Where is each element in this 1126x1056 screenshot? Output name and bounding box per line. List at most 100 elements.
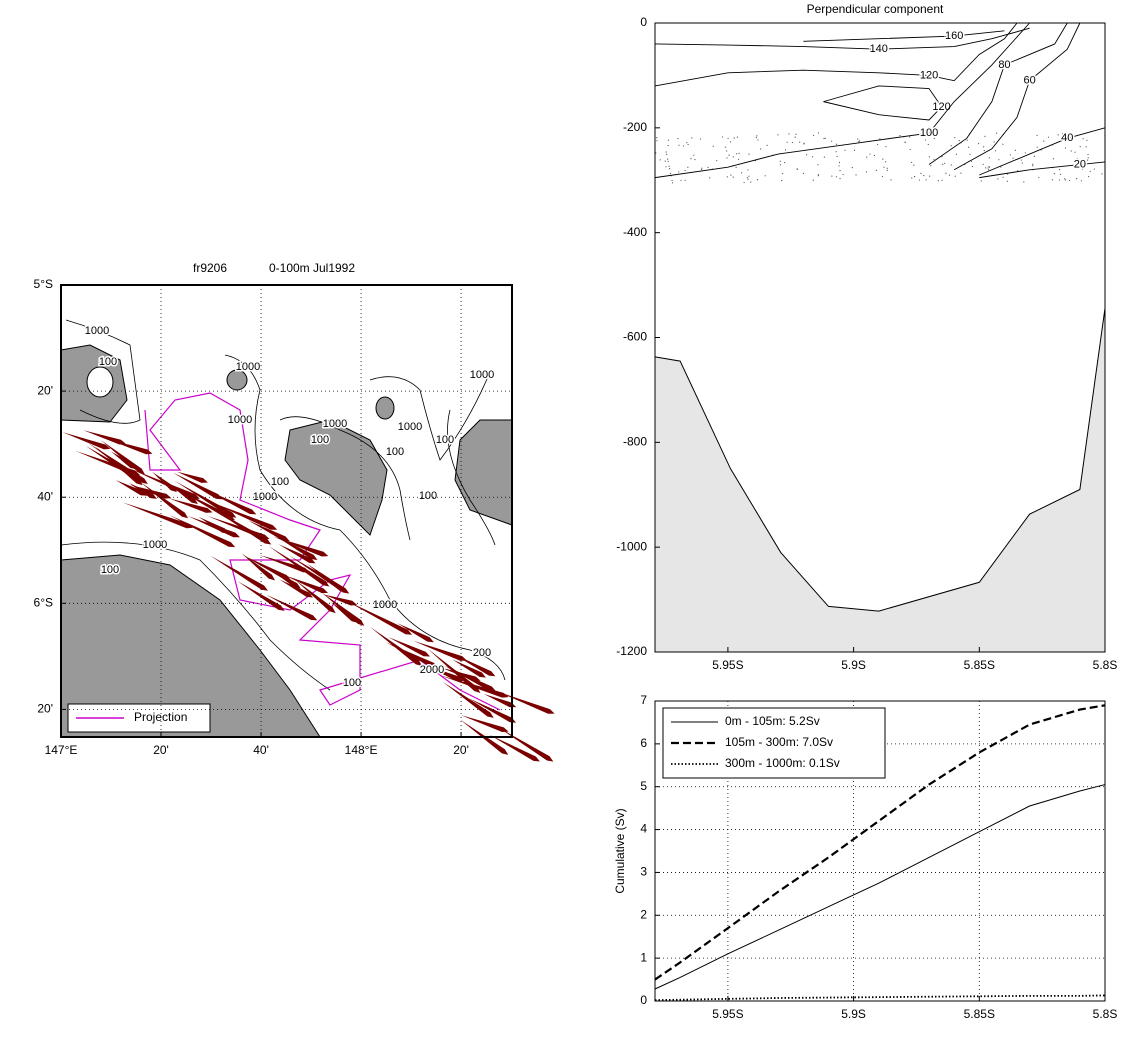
stipple [883,166,885,168]
velocity-arrow [241,553,276,581]
stipple [664,160,666,162]
velocity-arrow [442,681,494,718]
contour-label: 100 [436,434,454,446]
stipple [686,141,688,144]
stipple [684,179,686,181]
stipple [885,146,887,148]
stipple [933,158,935,161]
stipple [873,154,875,157]
velocity-arrow [237,581,285,611]
stipple [955,153,957,155]
x-tick-label: 5.85S [964,1007,995,1021]
section-title: Perpendicular component [807,2,944,16]
x-tick-label: 148°E [345,743,378,757]
velocity-arrow [295,580,336,614]
stipple [1093,168,1096,170]
y-tick-label: 20' [37,383,53,397]
stipple [667,144,669,147]
stipple [1076,157,1078,160]
stipple [983,146,985,148]
contour-label: 120 [920,69,938,81]
stipple [904,141,906,143]
velocity-arrow [83,430,126,445]
stipple [1074,151,1076,153]
stipple [1052,158,1054,160]
stipple [984,135,986,137]
stipple [1023,181,1025,183]
series-line [654,704,1106,981]
stipple [1051,179,1054,181]
stipple [795,133,797,135]
stipple [777,134,779,136]
depth-contour [65,319,141,424]
stipple [684,169,686,172]
velocity-arrow [278,544,316,564]
velocity-arrow [468,698,517,723]
stipple [811,156,814,158]
stipple [766,144,768,146]
stipple [869,153,871,155]
stipple [736,136,738,138]
stipple [879,138,881,140]
stipple [694,158,696,161]
stipple [1020,159,1023,161]
x-tick-label: 147°E [45,743,78,757]
stipple [1060,173,1062,175]
stipple [982,163,984,165]
contour-label: 1000 [228,414,252,426]
stipple [693,154,695,156]
stipple [913,176,916,178]
y-tick-label: -800 [623,435,647,449]
y-axis-label: Cumulative (Sv) [613,808,627,893]
stipple [667,158,669,160]
velocity-arrow [131,469,200,499]
stipple [738,152,740,154]
contour-label: 100 [101,564,119,576]
stipple [701,167,703,169]
contour-line [979,127,1106,176]
stipple [1032,165,1034,167]
stipple [1086,159,1089,161]
contour-label: 20 [1074,158,1086,170]
y-tick-label: 5°S [34,277,53,291]
stipple [1007,173,1009,175]
velocity-arrow [210,501,278,530]
contour-label: 140 [870,43,888,55]
stipple [1082,138,1084,140]
velocity-arrow [172,472,223,500]
stipple [712,145,714,147]
contour-line [823,85,943,121]
stipple [671,179,673,182]
stipple [781,179,783,182]
stipple [750,181,752,183]
stipple [729,141,732,143]
stipple [928,133,931,136]
stipple [933,137,935,140]
legend-label: 0m - 105m: 5.2Sv [725,714,820,728]
stipple [691,137,693,139]
stipple [857,138,859,140]
velocity-arrow [95,446,143,486]
stipple [909,148,911,151]
stipple [928,156,930,158]
contour-label: 100 [419,490,437,502]
stipple [978,143,980,145]
stipple [830,140,833,142]
stipple [1076,177,1078,180]
stipple [1101,173,1103,175]
map-subtitle: 0-100m Jul1992 [269,261,355,275]
stipple [665,151,667,153]
stipple [709,177,711,179]
stipple [950,164,953,166]
stipple [853,149,856,151]
series-line [654,994,1106,1002]
stipple [730,174,732,176]
x-tick-label: 5.85S [964,658,995,672]
stipple [690,158,692,160]
stipple [756,135,758,137]
stipple [721,136,724,138]
stipple [726,176,728,178]
stipple [726,150,728,152]
x-tick-label: 5.8S [1093,1007,1118,1021]
